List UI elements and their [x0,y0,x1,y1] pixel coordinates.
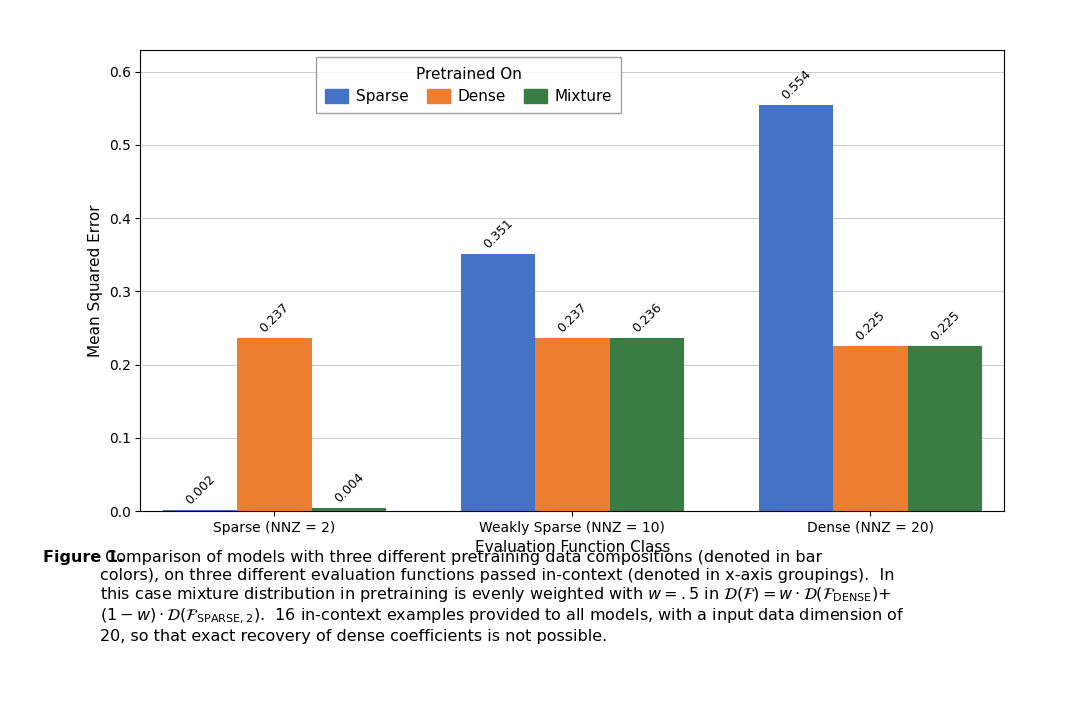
Text: Comparison of models with three different pretraining data compositions (denoted: Comparison of models with three differen… [100,550,905,644]
Bar [163,510,238,511]
Bar [758,105,833,511]
Text: 0.225: 0.225 [928,309,962,344]
Text: 0.004: 0.004 [332,471,366,506]
Text: 0.236: 0.236 [630,301,664,335]
Legend: Sparse, Dense, Mixture: Sparse, Dense, Mixture [316,58,621,114]
Y-axis label: Mean Squared Error: Mean Squared Error [89,204,103,356]
Text: 0.002: 0.002 [183,472,217,507]
Bar [312,508,387,511]
Bar [536,337,609,511]
Text: 0.237: 0.237 [257,300,292,334]
Text: 0.554: 0.554 [779,68,813,102]
Bar [907,346,982,511]
Bar [833,346,907,511]
Bar [609,339,684,511]
Bar [461,254,536,511]
X-axis label: Evaluation Function Class: Evaluation Function Class [475,540,670,555]
Text: 0.237: 0.237 [555,300,590,334]
Text: Figure 1.: Figure 1. [43,550,124,565]
Text: 0.351: 0.351 [481,217,515,251]
Text: 0.225: 0.225 [853,309,888,344]
Bar [238,337,312,511]
